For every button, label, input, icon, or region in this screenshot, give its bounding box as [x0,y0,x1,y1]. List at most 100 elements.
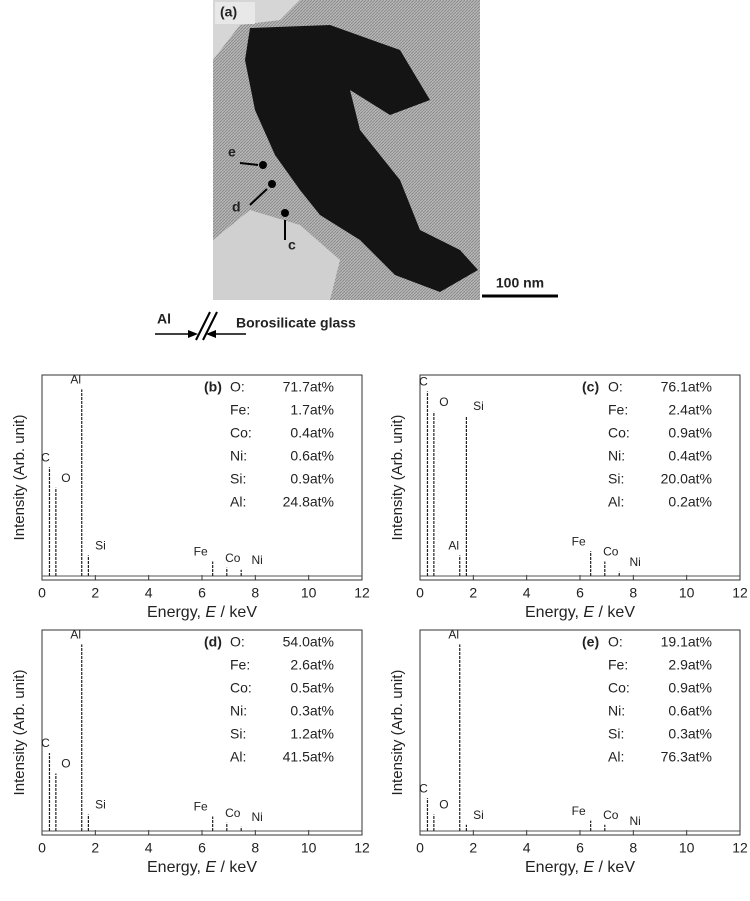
tem-image: (a) e d c 100 nm [213,0,558,300]
x-tick-label: 12 [354,585,370,601]
x-tick-label: 10 [301,585,317,601]
x-axis-label-part: E [205,859,216,876]
element-label: Si: [230,471,246,487]
interface-left: Al [157,311,171,327]
x-tick-label: 8 [629,840,637,856]
element-value: 0.4at% [668,448,712,464]
figure: (a) e d c 100 nm Al Borosilicate glass 0… [0,0,750,901]
x-axis-label-part: E [583,604,594,621]
peak-label: O [61,757,70,771]
point-label: d [232,199,241,215]
y-axis-label: Intensity (Arb. unit) [11,415,28,541]
x-tick-label: 6 [198,585,206,601]
element-label: O: [608,379,623,395]
x-tick-label: 0 [416,840,424,856]
y-axis-label: Intensity (Arb. unit) [389,670,406,796]
element-label: O: [230,379,245,395]
peak-label: Si [473,808,484,822]
panel-label: (e) [582,634,599,650]
peak-label: Co [225,806,241,820]
x-axis-label-part: / keV [216,859,257,876]
point [268,180,276,188]
x-axis-label-part: / keV [594,604,635,621]
x-tick-label: 2 [469,840,477,856]
x-axis-label-part: / keV [594,859,635,876]
element-label: Co: [608,680,630,696]
peak-label: Al [448,539,459,553]
element-value: 76.1at% [661,379,712,395]
peak-label: O [439,395,448,409]
peak-label: O [61,471,70,485]
peak-label: Fe [194,545,208,559]
x-tick-label: 8 [629,585,637,601]
peak-label: Al [70,373,81,387]
peak-label: Si [95,539,106,553]
element-value: 24.8at% [283,494,334,510]
element-label: Si: [230,726,246,742]
element-label: Ni: [230,448,247,464]
element-value: 20.0at% [661,471,712,487]
element-label: Al: [230,494,246,510]
element-value: 0.9at% [290,471,334,487]
panel-label: (c) [582,379,599,395]
x-axis-label: Energy, E / keV [147,604,257,621]
peak-label: Si [473,399,484,413]
element-value: 2.4at% [668,402,712,418]
x-tick-label: 8 [251,840,259,856]
element-value: 54.0at% [283,634,334,650]
x-tick-label: 0 [38,585,46,601]
x-tick-label: 12 [732,585,748,601]
x-tick-label: 4 [523,585,531,601]
x-tick-label: 12 [354,840,370,856]
peak-label: Co [603,808,619,822]
element-value: 76.3at% [661,749,712,765]
element-value: 0.2at% [668,494,712,510]
element-value: 1.2at% [290,726,334,742]
x-axis-label-part: E [205,604,216,621]
peak-label: Co [225,551,241,565]
x-tick-label: 12 [732,840,748,856]
element-value: 0.6at% [290,448,334,464]
x-tick-label: 0 [416,585,424,601]
x-axis-label-part: Energy, [525,859,583,876]
element-label: Fe: [608,402,628,418]
element-label: Ni: [608,448,625,464]
peak-label: Co [603,545,619,559]
element-label: Al: [608,749,624,765]
peak-label: Al [70,628,81,642]
interface-right: Borosilicate glass [236,315,356,331]
peak-label: Ni [630,555,641,569]
element-label: Ni: [608,703,625,719]
x-tick-label: 2 [91,840,99,856]
element-value: 19.1at% [661,634,712,650]
peak-label: Ni [630,814,641,828]
peak-label: Fe [572,534,586,548]
x-axis-label-part: Energy, [147,604,205,621]
scale-bar-label: 100 nm [496,275,544,291]
x-axis-label-part: Energy, [525,604,583,621]
peak-label: O [439,798,448,812]
x-axis-label-part: Energy, [147,859,205,876]
element-label: Si: [608,726,624,742]
element-label: Ni: [230,703,247,719]
x-tick-label: 4 [145,840,153,856]
peak-label: Ni [252,810,263,824]
x-axis-label: Energy, E / keV [525,859,635,876]
element-value: 0.4at% [290,425,334,441]
x-tick-label: 2 [469,585,477,601]
x-tick-label: 6 [576,840,584,856]
x-tick-label: 4 [145,585,153,601]
x-tick-label: 10 [679,585,695,601]
x-tick-label: 6 [576,585,584,601]
element-label: Co: [608,425,630,441]
interface-mark [196,312,210,340]
point-label: c [288,237,296,253]
point-label: e [228,144,236,160]
interface-legend: Al Borosilicate glass [155,311,356,340]
x-tick-label: 8 [251,585,259,601]
element-value: 0.5at% [290,680,334,696]
x-axis-label-part: E [583,859,594,876]
element-value: 71.7at% [283,379,334,395]
y-axis-label: Intensity (Arb. unit) [11,670,28,796]
